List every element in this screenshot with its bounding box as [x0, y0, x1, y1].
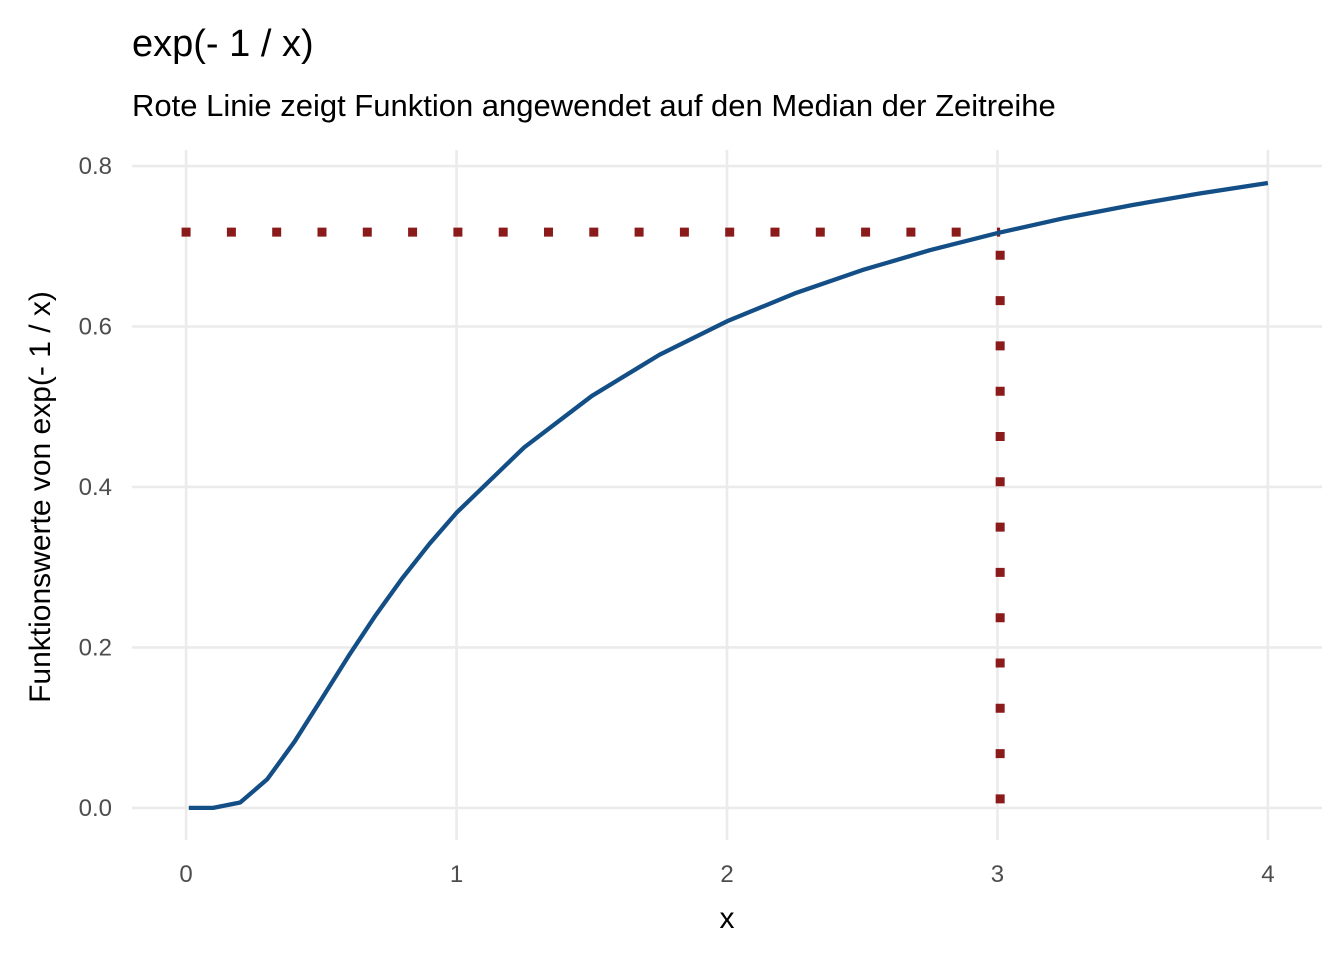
x-tick-label: 2 — [720, 861, 733, 888]
grid — [132, 150, 1322, 840]
x-tick-label: 1 — [450, 861, 463, 888]
reference-lines — [181, 227, 1005, 804]
y-tick-label: 0.0 — [79, 795, 112, 822]
y-tick-label: 0.2 — [79, 634, 112, 661]
x-tick-label: 3 — [991, 861, 1004, 888]
x-tick-label: 4 — [1261, 861, 1274, 888]
y-tick-label: 0.4 — [79, 474, 112, 501]
tick-labels: 0 1 2 3 4 0.0 0.2 0.4 0.6 0.8 — [79, 153, 1275, 888]
series-layer — [188, 180, 1269, 811]
chart-title: exp(- 1 / x) — [132, 23, 314, 65]
chart-subtitle: Rote Linie zeigt Funktion angewendet auf… — [132, 88, 1056, 123]
x-tick-label: 0 — [179, 861, 192, 888]
y-axis-label: Funktionswerte von exp(- 1 / x) — [24, 291, 57, 703]
x-axis-label: x — [720, 902, 735, 935]
function-curve — [188, 180, 1269, 811]
y-tick-label: 0.6 — [79, 314, 112, 341]
y-tick-label: 0.8 — [79, 153, 112, 180]
